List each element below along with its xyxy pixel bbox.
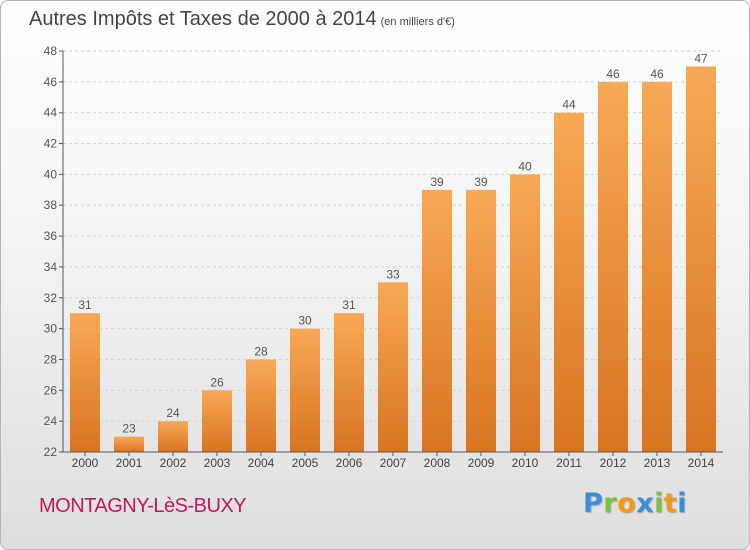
bar [334, 313, 364, 452]
bar [158, 421, 188, 452]
bar [642, 81, 672, 452]
bar [246, 359, 276, 452]
axes: 22 24 26 28 30 32 34 36 38 40 42 44 46 48 2000 2001 2002… [44, 44, 723, 470]
y-tick-label: 48 [44, 44, 58, 58]
x-tick-label: 2005 [292, 456, 319, 470]
subtitle-text: (en milliers d'€) [380, 16, 455, 28]
y-tick-label: 38 [44, 198, 58, 212]
x-tick-label: 2014 [688, 456, 715, 470]
bar [510, 174, 540, 452]
y-tick-label: 26 [44, 383, 58, 397]
bar [686, 66, 716, 452]
x-tick-label: 2010 [512, 456, 539, 470]
bars: 31 23 24 26 28 30 31 33 39 39 40 44 46 46 47 [70, 51, 716, 453]
bar [598, 81, 628, 452]
x-tick-label: 2006 [336, 456, 363, 470]
y-tick-label: 42 [44, 137, 58, 151]
y-tick-label: 28 [44, 352, 58, 366]
y-tick-label: 24 [44, 414, 58, 428]
logo-letter: i [654, 488, 664, 519]
bar-value-label: 30 [298, 314, 312, 328]
title-text: Autres Impôts et Taxes de 2000 à 2014 [29, 8, 377, 30]
logo-letter: o [617, 488, 637, 519]
bar [70, 313, 100, 452]
x-tick-label: 2008 [424, 456, 451, 470]
bar [290, 328, 320, 452]
x-tick-label: 2000 [72, 456, 99, 470]
bar-value-label: 44 [562, 98, 576, 112]
x-tick-label: 2001 [116, 456, 143, 470]
logo-letter: x [636, 488, 655, 519]
y-tick-label: 36 [44, 229, 58, 243]
proxiti-logo: Proxiti [583, 488, 687, 519]
bar-value-label: 46 [650, 67, 664, 81]
bar-value-label: 31 [78, 298, 92, 312]
bar-value-label: 47 [694, 51, 708, 65]
bar-value-label: 26 [210, 375, 224, 389]
bar [202, 390, 232, 452]
logo-letter: r [603, 488, 618, 519]
x-tick-label: 2011 [556, 456, 582, 470]
bar [378, 282, 408, 452]
bar [422, 189, 452, 453]
y-tick-label: 30 [44, 322, 58, 336]
y-tick-label: 32 [44, 291, 58, 305]
logo-letter: i [677, 488, 688, 519]
bar-value-label: 33 [386, 267, 400, 281]
y-tick-label: 44 [44, 106, 58, 120]
x-tick-label: 2012 [600, 456, 627, 470]
x-tick-label: 2004 [248, 456, 275, 470]
bar [114, 436, 144, 452]
x-tick-label: 2009 [468, 456, 495, 470]
bar-value-label: 39 [430, 175, 444, 189]
x-tick-label: 2007 [380, 456, 407, 470]
y-tick-label: 22 [44, 445, 58, 459]
bar-value-label: 40 [518, 159, 532, 173]
bar-value-label: 31 [342, 298, 356, 312]
logo-letter: t [663, 488, 678, 519]
y-tick-label: 34 [44, 260, 58, 274]
commune-name: MONTAGNY-LèS-BUXY [39, 495, 247, 517]
bar-value-label: 23 [122, 422, 136, 436]
bar-value-label: 39 [474, 175, 488, 189]
bar-value-label: 46 [606, 67, 620, 81]
logo-letter: P [583, 488, 604, 519]
x-tick-label: 2013 [644, 456, 671, 470]
y-tick-label: 46 [44, 75, 58, 89]
bar-value-label: 28 [254, 344, 268, 358]
x-tick-label: 2002 [160, 456, 187, 470]
bar-value-label: 24 [166, 406, 180, 420]
chart-title: Autres Impôts et Taxes de 2000 à 2014 (en… [29, 8, 455, 31]
bar [554, 112, 584, 452]
bar [466, 189, 496, 453]
y-tick-label: 40 [44, 167, 58, 181]
x-tick-label: 2003 [204, 456, 231, 470]
